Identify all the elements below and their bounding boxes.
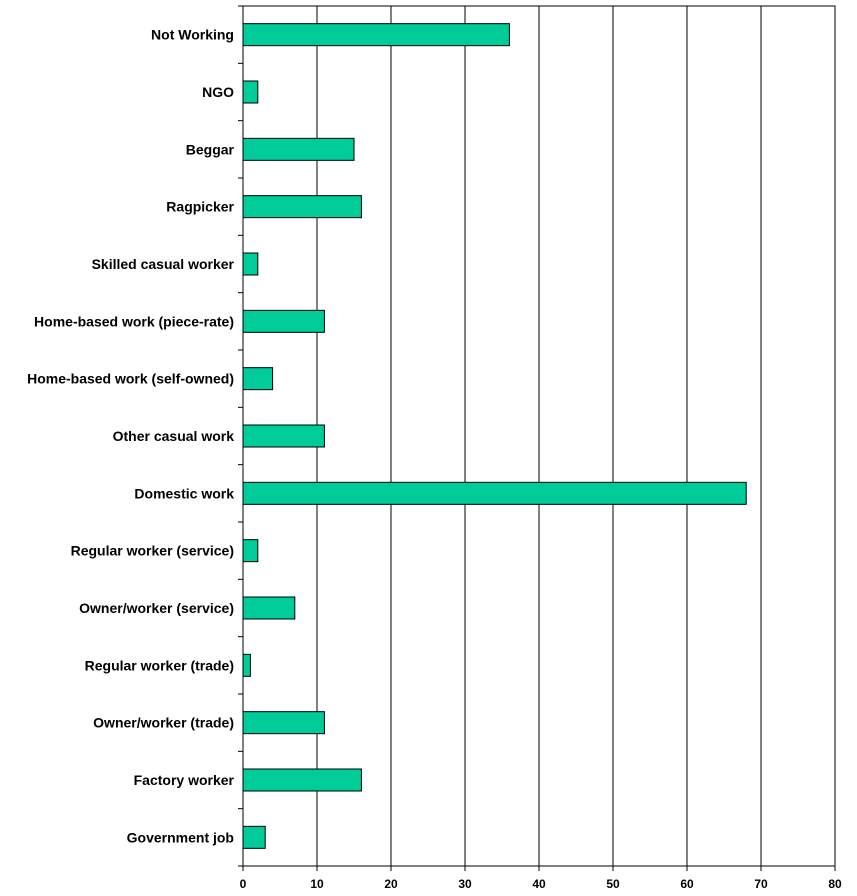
- y-axis-ticks: [238, 5, 243, 867]
- category-label: Regular worker (trade): [85, 657, 234, 673]
- bar: [242, 309, 325, 333]
- bar: [242, 195, 362, 219]
- bars: [242, 23, 747, 849]
- x-tick-label: 80: [828, 877, 842, 891]
- category-label: Not Working: [151, 27, 234, 43]
- bar: [242, 80, 259, 104]
- bar: [242, 539, 259, 563]
- category-label: Other casual work: [113, 428, 235, 444]
- y-axis-labels: Not Working NGO Beggar Ragpicker Skilled cas…: [27, 27, 234, 846]
- bar: [242, 825, 266, 849]
- category-label: Owner/worker (trade): [93, 715, 234, 731]
- category-label: Home-based work (piece-rate): [34, 313, 234, 329]
- x-tick-label: 50: [606, 877, 620, 891]
- category-label: Government job: [127, 829, 234, 845]
- category-label: NGO: [202, 84, 234, 100]
- category-label: Home-based work (self-owned): [27, 371, 234, 387]
- x-tick-label: 0: [240, 877, 247, 891]
- x-tick-label: 20: [384, 877, 398, 891]
- x-tick-label: 70: [754, 877, 768, 891]
- bar: [242, 23, 510, 47]
- category-label: Owner/worker (service): [79, 600, 234, 616]
- x-tick-label: 10: [310, 877, 324, 891]
- category-label: Skilled casual worker: [92, 256, 235, 272]
- bar: [242, 711, 325, 735]
- bar: [242, 768, 362, 792]
- bar: [242, 367, 274, 391]
- x-tick-label: 30: [458, 877, 472, 891]
- category-label: Ragpicker: [166, 199, 234, 215]
- category-label: Factory worker: [134, 772, 235, 788]
- x-axis-labels: 0 10 20 30 40 50 60 70 80: [240, 877, 842, 891]
- bar: [242, 424, 325, 448]
- category-label: Domestic work: [134, 485, 234, 501]
- bar: [242, 653, 251, 677]
- x-tick-label: 40: [532, 877, 546, 891]
- bar: [242, 481, 747, 505]
- bar: [242, 596, 296, 620]
- category-label: Beggar: [186, 141, 235, 157]
- bar: [242, 252, 259, 276]
- x-tick-label: 60: [680, 877, 694, 891]
- category-label: Regular worker (service): [71, 543, 234, 559]
- bar: [242, 137, 355, 161]
